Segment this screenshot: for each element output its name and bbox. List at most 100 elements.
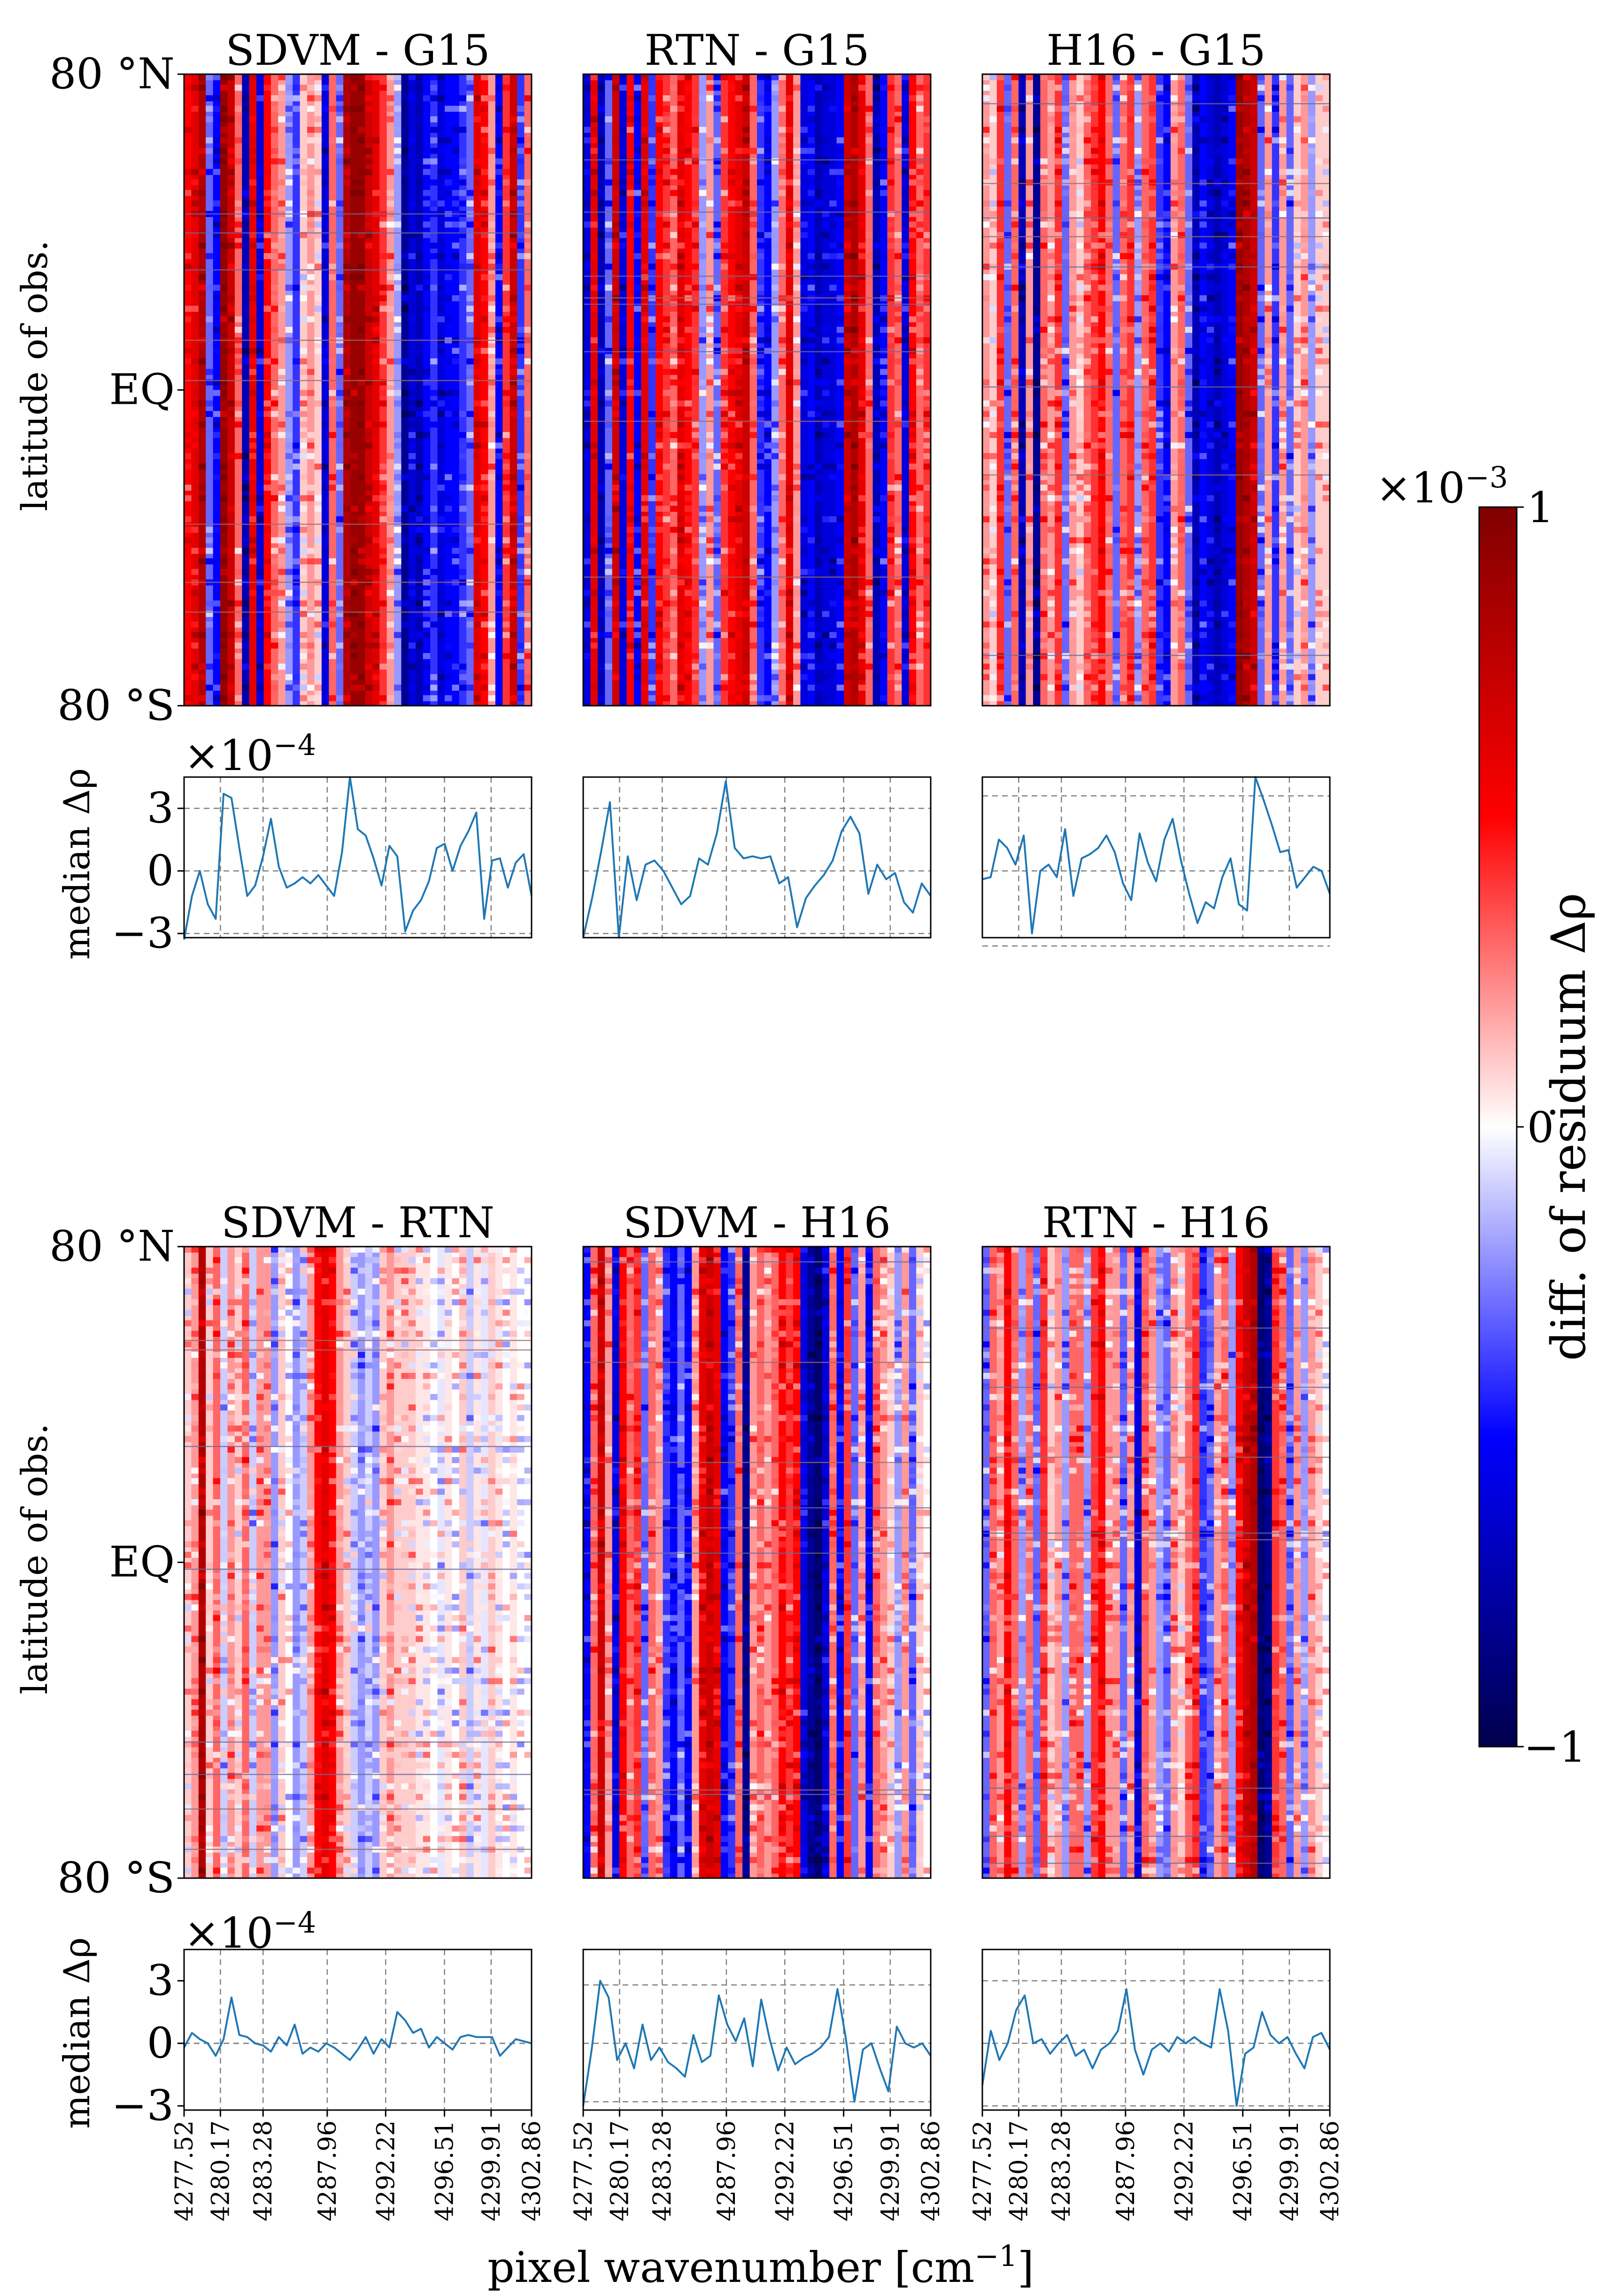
heatmap-cell [1026,569,1034,575]
heatmap-cell [1308,285,1316,291]
heatmap-cell [590,547,598,554]
heatmap-cell [1062,190,1070,196]
heatmap-cell [996,516,1005,523]
heatmap-cell [220,232,228,239]
heatmap-cell [1142,158,1150,165]
heatmap-cell [242,95,250,101]
heatmap-cell [1149,106,1157,112]
heatmap-cell [1004,85,1012,91]
heatmap-cell [220,1583,228,1590]
heatmap-cell [1228,474,1236,480]
heatmap-cell [670,190,678,196]
heatmap-cell [902,537,910,544]
heatmap-cell [807,600,816,607]
heatmap-cell [1076,285,1084,291]
heatmap-cell [807,190,816,196]
heatmap-cell [430,390,438,396]
heatmap-cell [1178,379,1186,385]
heatmap-cell [1142,221,1150,228]
heatmap-cell [1062,253,1070,259]
heatmap-cell [728,411,736,417]
heatmap-cell [764,232,772,239]
heatmap-cell [394,285,402,291]
heatmap-cell [583,169,591,175]
heatmap-cell [430,432,438,438]
heatmap-cell [887,674,895,680]
heatmap-cell [1199,421,1207,428]
heatmap-cell [423,474,431,480]
heatmap-cell [271,674,279,680]
heatmap-cell [764,327,772,333]
line-plot [183,776,533,940]
heatmap-cell [982,674,990,680]
heatmap-cell [206,1425,214,1432]
heatmap-cell [880,190,888,196]
heatmap-cell [1091,316,1099,323]
heatmap-cell [1134,411,1142,417]
heatmap-cell [583,421,591,428]
heatmap-cell [198,1310,207,1316]
heatmap-cell [329,263,337,270]
heatmap-cell [633,306,642,312]
heatmap-cell [227,116,235,123]
heatmap-cell [648,642,656,649]
heatmap-cell [1098,442,1106,449]
heatmap-cell [206,663,214,670]
heatmap-cell [1026,621,1034,628]
heatmap-cell [656,674,664,680]
heatmap-cell [401,253,409,259]
heatmap-cell [1119,116,1128,123]
heatmap-cell [1163,685,1171,691]
heatmap-cell [206,1699,214,1705]
heatmap-cell [800,232,808,239]
heatmap-cell [916,347,924,354]
heatmap-cell [321,147,330,154]
heatmap-cell [249,95,257,101]
heatmap-cell [394,358,402,365]
heatmap-cell [524,411,532,417]
heatmap-cell [779,432,787,438]
heatmap-cell [633,442,642,449]
heatmap-cell [800,263,808,270]
heatmap-cell [713,106,721,112]
heatmap-cell [656,421,664,428]
heatmap-cell [416,285,424,291]
heatmap-cell [1040,453,1048,459]
heatmap-cell [386,695,394,701]
heatmap-stripe [612,74,620,706]
heatmap-cell [1228,379,1236,385]
heatmap-cell [271,1247,279,1253]
heatmap-cell [923,400,931,407]
heatmap-cell [184,526,192,533]
heatmap-cell [184,1646,192,1653]
heatmap-cell [198,74,207,80]
heatmap-cell [692,695,700,701]
heatmap-cell [633,221,642,228]
heatmap-cell [626,547,634,554]
heatmap-cell [612,379,620,385]
heatmap-cell [1083,200,1092,207]
heatmap-cell [249,1667,257,1674]
heatmap-cell [996,537,1005,544]
heatmap-cell [677,127,685,133]
heatmap-cell [764,147,772,154]
heatmap-cell [256,1352,264,1358]
heatmap-cell [321,621,330,628]
heatmap-cell [488,411,496,417]
heatmap-cell [1199,674,1207,680]
heatmap-cell [742,200,750,207]
heatmap-cell [872,611,880,617]
heatmap-cell [605,347,613,354]
heatmap-cell [1069,579,1077,586]
heatmap-cell [793,642,801,649]
heatmap-cell [242,685,250,691]
heatmap-cell [1004,432,1012,438]
heatmap-cell [1098,327,1106,333]
heatmap-cell [728,274,736,280]
heatmap-cell [916,632,924,638]
heatmap-cell [858,74,866,80]
heatmap-cell [909,95,917,101]
heatmap-cell [495,253,503,259]
heatmap-cell [1243,95,1251,101]
heatmap-cell [735,516,743,523]
